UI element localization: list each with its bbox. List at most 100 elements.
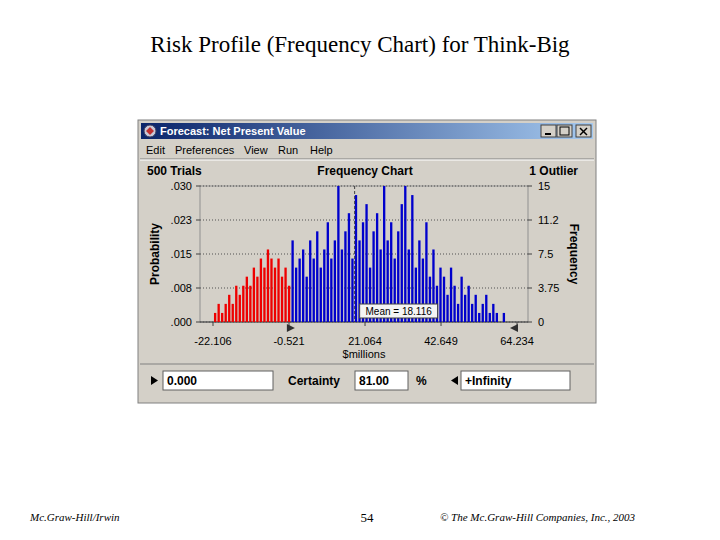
y-tick: [196, 254, 200, 255]
plot-frame: [200, 186, 528, 322]
mean-line: [354, 186, 355, 322]
y2-tick: [528, 254, 532, 255]
x-axis-label: $millions: [343, 348, 386, 360]
histogram-bar: [496, 313, 498, 322]
histogram-bar: [334, 240, 336, 322]
histogram-bar: [323, 249, 325, 322]
histogram-bar: [291, 240, 293, 322]
histogram-bar: [260, 259, 262, 322]
input-field[interactable]: [355, 371, 408, 390]
y2-tick: [528, 220, 532, 221]
histogram-bar: [330, 259, 332, 322]
histogram-bar: [443, 277, 445, 322]
y2-tick-label: 11.2: [538, 214, 559, 226]
histogram-bar: [383, 186, 385, 322]
page-number: 54: [361, 510, 375, 525]
histogram-bar: [453, 286, 455, 322]
histogram-bar: [464, 295, 466, 322]
histogram-bar: [520, 322, 522, 323]
histogram-bar: [239, 295, 241, 322]
histogram-bar: [232, 304, 234, 322]
histogram-bar: [288, 286, 290, 322]
slide: Risk Profile (Frequency Chart) for Think…: [0, 0, 720, 540]
histogram-bar: [263, 268, 265, 322]
y-tick: [196, 220, 200, 221]
histogram-bar: [253, 268, 255, 322]
menu-item[interactable]: Run: [278, 144, 298, 156]
histogram-bar: [439, 268, 441, 322]
y-axis-label: Probability: [148, 223, 162, 285]
x-tick: [213, 322, 214, 326]
y2-tick-label: 7.5: [538, 248, 553, 260]
histogram-bar: [478, 313, 480, 322]
spin-arrow[interactable]: [451, 376, 458, 385]
histogram-bar: [457, 304, 459, 322]
grid-line: [200, 220, 528, 221]
chart-title: Frequency Chart: [317, 164, 412, 178]
histogram-bar: [348, 213, 350, 322]
histogram-bar: [207, 322, 209, 323]
histogram-bar: [460, 277, 462, 322]
y-tick: [196, 322, 200, 323]
window: [138, 120, 596, 403]
title-bar: [141, 123, 593, 139]
footer-right: © The Mc.Graw-Hill Companies, Inc., 2003: [440, 511, 636, 523]
spin-arrow[interactable]: [151, 376, 158, 385]
histogram-bar: [489, 313, 491, 322]
histogram-bar: [274, 268, 276, 322]
histogram-bar: [284, 268, 286, 322]
histogram-bar: [485, 295, 487, 322]
grid-line: [200, 186, 528, 187]
window-button[interactable]: [557, 125, 572, 137]
menu-item[interactable]: Edit: [146, 144, 165, 156]
histogram-bar: [246, 277, 248, 322]
x-tick-label: -0.521: [273, 335, 304, 347]
annotation-label: Mean = 18.116: [366, 306, 433, 317]
window-icon: [144, 125, 156, 137]
y-tick-label: .008: [171, 282, 192, 294]
y2-tick-label: 15: [538, 180, 550, 192]
certainty-grabber[interactable]: [287, 324, 295, 332]
histogram-bar: [404, 186, 406, 322]
field-value: 81.00: [359, 374, 389, 388]
histogram-bar: [313, 259, 315, 322]
outlier-count: 1 Outlier: [529, 164, 578, 178]
y-tick: [196, 186, 200, 187]
menu-item[interactable]: View: [244, 144, 268, 156]
input-field[interactable]: [461, 371, 570, 390]
certainty-unit: %: [416, 374, 427, 388]
window-button[interactable]: [576, 125, 591, 137]
histogram-bar: [468, 286, 470, 322]
x-tick-label: 64.234: [500, 335, 534, 347]
button-glyph: [560, 127, 569, 135]
histogram-bar: [510, 322, 512, 323]
histogram-bar: [446, 295, 448, 322]
certainty-label: Certainty: [288, 374, 340, 388]
histogram-bar: [471, 304, 473, 322]
histogram-bar: [298, 259, 300, 322]
y2-tick-label: 0: [538, 316, 544, 328]
button-glyph: [580, 128, 587, 135]
menu-item[interactable]: Preferences: [175, 144, 235, 156]
menu-item[interactable]: Help: [310, 144, 333, 156]
histogram-bar: [221, 313, 223, 322]
footer-left: Mc.Graw-Hill/Irwin: [29, 511, 120, 523]
y-tick-label: .023: [171, 214, 192, 226]
histogram-bar: [242, 286, 244, 322]
histogram-bar: [341, 249, 343, 322]
menu-separator: [140, 160, 594, 161]
window-button[interactable]: [541, 125, 556, 137]
histogram-bar: [344, 231, 346, 322]
button-glyph: [545, 133, 551, 135]
histogram-bar: [225, 304, 227, 322]
histogram-bar: [316, 231, 318, 322]
window-icon: [146, 127, 154, 135]
histogram-bar: [270, 259, 272, 322]
certainty-grabber[interactable]: [510, 324, 518, 332]
input-field[interactable]: [163, 371, 273, 390]
histogram-bar: [513, 322, 515, 323]
histogram-bar: [249, 286, 251, 322]
histogram-bar: [506, 322, 508, 323]
histogram-bar: [306, 277, 308, 322]
histogram-bar: [337, 186, 339, 322]
